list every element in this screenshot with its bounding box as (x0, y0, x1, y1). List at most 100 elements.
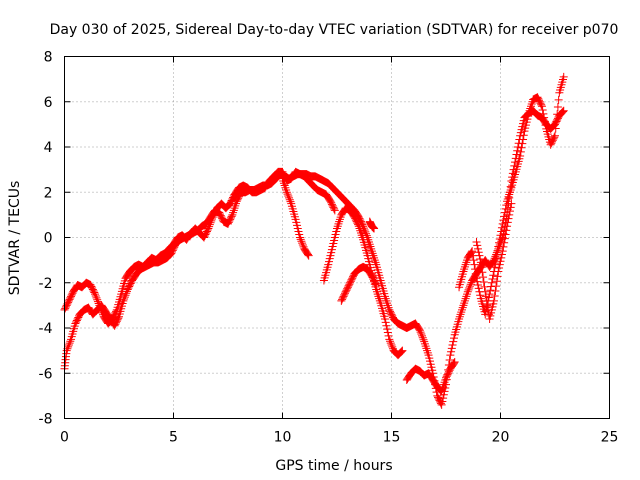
data-point (65, 339, 74, 348)
data-point (437, 400, 446, 409)
data-point (491, 287, 500, 296)
data-point (449, 337, 458, 346)
data-point (298, 239, 307, 248)
data-point (286, 197, 295, 206)
data-point (497, 223, 506, 232)
data-point (298, 241, 307, 250)
data-point (475, 251, 484, 260)
data-point (502, 201, 511, 210)
y-tick-label: 8 (44, 50, 53, 66)
data-point (91, 290, 100, 299)
data-point (468, 247, 477, 256)
data-point (121, 291, 130, 300)
x-tick-label: 20 (492, 430, 510, 446)
data-point (112, 307, 121, 316)
data-point (500, 234, 509, 243)
data-point (383, 328, 392, 337)
data-point (500, 212, 509, 221)
data-point (474, 284, 483, 293)
data-point (465, 284, 474, 293)
data-point (488, 274, 497, 283)
data-point (92, 293, 101, 302)
chart-title: Day 030 of 2025, Sidereal Day-to-day VTE… (50, 22, 619, 38)
data-point (354, 220, 363, 229)
data-point (489, 296, 498, 305)
data-point (297, 237, 306, 246)
data-point (473, 241, 482, 250)
data-point (495, 264, 504, 273)
data-point (465, 282, 474, 291)
data-point (550, 133, 559, 142)
data-point (397, 347, 406, 356)
data-point (554, 95, 563, 104)
data-point (499, 216, 508, 225)
data-point (482, 296, 491, 305)
data-point (466, 280, 475, 289)
data-point (558, 107, 567, 116)
y-tick-label: 4 (44, 140, 53, 156)
data-point (472, 238, 481, 247)
data-point (467, 248, 476, 257)
data-point (476, 258, 485, 267)
data-point (496, 257, 505, 266)
data-point (505, 207, 514, 216)
data-point (97, 307, 106, 316)
data-point (480, 282, 489, 291)
x-tick-label: 10 (274, 430, 292, 446)
data-point (539, 109, 548, 118)
data-point (487, 278, 496, 287)
data-point (513, 146, 522, 155)
data-point (490, 291, 499, 300)
data-point (494, 267, 503, 276)
data-point (499, 242, 508, 251)
data-point (205, 220, 214, 229)
data-point (446, 351, 455, 360)
y-tick-label: -6 (39, 366, 53, 382)
data-point (486, 286, 495, 295)
data-point (559, 72, 568, 81)
x-axis-label: GPS time / hours (275, 458, 392, 474)
data-point (483, 301, 492, 310)
data-point (516, 147, 525, 156)
data-point (472, 274, 481, 283)
data-point (481, 292, 490, 301)
data-point (398, 346, 407, 355)
data-point (516, 152, 525, 161)
data-point (496, 231, 505, 240)
data-point (492, 277, 501, 286)
data-point (448, 340, 457, 349)
data-point (491, 259, 500, 268)
data-point (541, 121, 550, 130)
data-point (449, 334, 458, 343)
data-point (295, 233, 304, 242)
data-point (94, 299, 103, 308)
data-point (476, 254, 485, 263)
y-tick-label: 0 (44, 231, 53, 247)
data-point (419, 335, 428, 344)
data-point (477, 263, 486, 272)
data-point (500, 208, 509, 217)
data-point (418, 333, 427, 342)
data-point (371, 279, 380, 288)
data-point (474, 248, 483, 257)
data-point (518, 139, 527, 148)
data-point (204, 224, 213, 233)
x-tick-label: 5 (169, 430, 178, 446)
data-point (303, 250, 312, 259)
y-tick-label: -8 (39, 412, 53, 428)
data-point (203, 225, 212, 234)
data-point (463, 287, 472, 296)
data-point (361, 227, 370, 236)
y-tick-label: -2 (39, 276, 53, 292)
data-point (540, 113, 549, 122)
data-point (489, 271, 498, 280)
data-point (362, 229, 371, 238)
data-point (497, 253, 506, 262)
data-point (304, 251, 313, 260)
data-point (66, 337, 75, 346)
data-point (382, 321, 391, 330)
data-point (479, 273, 488, 282)
data-point (445, 356, 454, 365)
